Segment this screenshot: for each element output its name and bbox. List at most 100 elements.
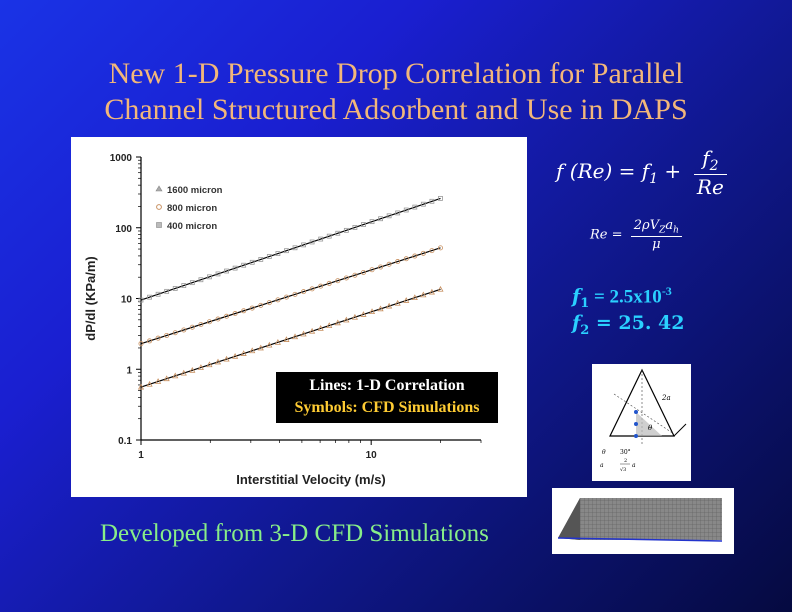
data-point-0 <box>291 333 299 340</box>
data-point-1 <box>224 313 230 319</box>
data-point-2 <box>309 239 315 245</box>
eq-plus: + <box>658 159 688 183</box>
data-point-2 <box>164 288 170 294</box>
data-point-2 <box>249 259 255 265</box>
data-point-1 <box>138 341 144 347</box>
re-num-sub: Z <box>659 225 666 236</box>
data-point-0 <box>172 372 179 379</box>
data-point-2 <box>412 204 418 210</box>
x-axis-label: Interstitial Velocity (m/s) <box>236 472 386 487</box>
data-point-1 <box>147 338 153 344</box>
data-point-1 <box>412 253 418 259</box>
data-point-2 <box>155 291 161 297</box>
data-point-2 <box>326 233 332 239</box>
data-point-1 <box>378 264 384 270</box>
data-point-2 <box>284 248 289 254</box>
data-point-1 <box>181 327 187 333</box>
label-2a: 2a <box>661 394 671 402</box>
data-point-0 <box>146 380 153 387</box>
reynolds-equation: Re = 2ρVZah μ <box>590 218 682 252</box>
slide-title-line1: New 1-D Pressure Drop Correlation for Pa… <box>108 57 684 90</box>
data-point-1 <box>369 267 375 273</box>
data-point-0 <box>437 285 444 292</box>
data-point-0 <box>137 383 145 390</box>
data-point-0 <box>300 330 307 337</box>
f2-name: f <box>572 312 581 334</box>
data-point-0 <box>206 361 213 368</box>
data-point-0 <box>394 299 401 306</box>
data-point-2 <box>361 222 366 227</box>
legend-label-1: 800 micron <box>167 203 217 214</box>
eq-num: f <box>702 146 710 170</box>
channel-cross-section-diagram: 2a θ θ 30° a 2 √3 a <box>592 364 691 481</box>
data-point-2 <box>292 245 298 251</box>
legend-marker-1 <box>156 204 162 210</box>
f1-val: = 2.5x10 <box>589 286 662 308</box>
data-point-2 <box>378 216 383 222</box>
correlation-note-box: Lines: 1-D Correlation Symbols: CFD Simu… <box>276 372 498 423</box>
data-point-1 <box>335 278 341 284</box>
data-point-2 <box>207 274 212 280</box>
re-lhs: Re = <box>590 227 627 243</box>
re-num-tail-sub: h <box>673 225 679 236</box>
slide-title-line2: Channel Structured Adsorbent and Use in … <box>104 93 688 126</box>
label-theta: θ <box>648 424 653 432</box>
f2-sub: 2 <box>580 322 590 338</box>
eq-num-sub: 2 <box>709 158 719 174</box>
data-point-1 <box>395 259 401 265</box>
data-point-1 <box>360 269 366 275</box>
data-point-1 <box>429 248 435 254</box>
pressure-drop-chart: 0.1 1 10 100 1000 1 10 Interstitial Velocity (m… <box>71 137 527 497</box>
data-point-0 <box>334 319 341 326</box>
data-point-2 <box>318 236 324 242</box>
data-point-2 <box>138 297 144 303</box>
eq-lhs: f (Re) = f <box>556 159 650 183</box>
data-point-0 <box>377 305 384 312</box>
data-point-2 <box>198 277 204 283</box>
data-point-1 <box>172 330 178 336</box>
data-point-0 <box>368 308 376 315</box>
data-point-1 <box>164 332 170 338</box>
f2-value: f2 = 25. 42 <box>572 312 685 338</box>
data-point-0 <box>403 297 410 303</box>
data-point-0 <box>249 347 256 354</box>
data-point-2 <box>147 294 152 300</box>
label-a: a <box>632 462 636 469</box>
data-point-2 <box>232 265 238 271</box>
eq-fraction: f2 Re <box>693 146 727 199</box>
data-point-1 <box>326 280 332 286</box>
data-point-1 <box>198 321 204 327</box>
data-point-0 <box>428 288 435 295</box>
data-point-2 <box>172 286 178 291</box>
series-line-2 <box>140 197 441 301</box>
data-point-0 <box>189 366 196 373</box>
y-tick-label: 1000 <box>110 153 133 164</box>
data-point-2 <box>429 198 435 204</box>
label-theta-bottom: θ <box>602 449 606 456</box>
data-point-1 <box>155 335 161 341</box>
x-tick-label: 1 <box>138 450 144 461</box>
legend-marker-0 <box>155 185 163 192</box>
eq-den: Re <box>696 175 724 199</box>
data-point-2 <box>241 262 247 268</box>
data-point-0 <box>360 311 367 317</box>
data-point-2 <box>275 251 281 256</box>
mesh-svg <box>557 498 723 542</box>
data-point-2 <box>352 225 358 230</box>
data-point-1 <box>420 250 426 256</box>
re-fraction: 2ρVZah μ <box>630 218 682 252</box>
data-point-1 <box>241 308 247 314</box>
y-tick-label: 100 <box>115 224 132 235</box>
legend-marker-2 <box>156 222 162 228</box>
data-point-0 <box>283 336 290 342</box>
data-point-0 <box>274 339 281 345</box>
data-point-0 <box>155 378 162 384</box>
data-point-0 <box>180 369 187 376</box>
data-point-2 <box>403 207 409 213</box>
data-point-0 <box>240 350 247 356</box>
data-point-0 <box>420 291 427 298</box>
label-frac-bot: √3 <box>620 467 626 473</box>
note-lines: Lines: 1-D Correlation <box>309 377 465 394</box>
data-point-2 <box>438 195 443 201</box>
data-point-0 <box>197 364 204 370</box>
